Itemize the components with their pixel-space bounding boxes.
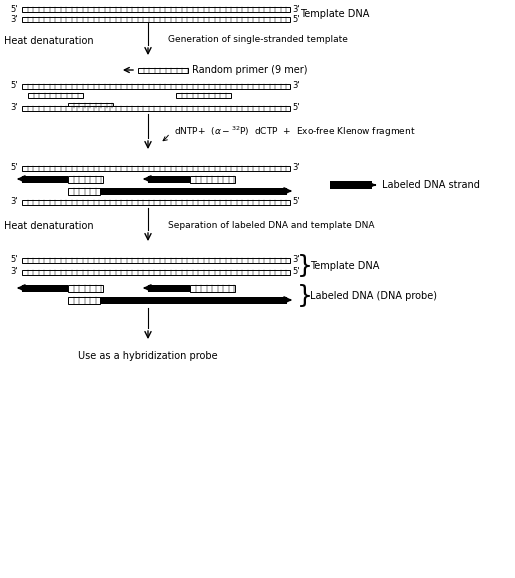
Bar [100, 187, 287, 195]
Bar [100, 297, 287, 303]
Text: 5': 5' [10, 255, 18, 265]
Text: 5': 5' [292, 14, 300, 24]
Text: }: } [297, 254, 313, 278]
Bar [22, 176, 68, 183]
Text: 3': 3' [292, 255, 300, 265]
Bar [22, 165, 290, 171]
Bar [68, 176, 103, 183]
Text: Labeled DNA (DNA probe): Labeled DNA (DNA probe) [310, 291, 437, 301]
Text: 5': 5' [292, 268, 300, 276]
Text: 5': 5' [292, 103, 300, 113]
Bar [148, 284, 190, 291]
Bar [68, 102, 113, 108]
Text: Generation of single-stranded template: Generation of single-stranded template [168, 35, 348, 45]
Bar [190, 284, 235, 291]
Bar [138, 68, 188, 72]
Bar [190, 176, 235, 183]
Bar [22, 269, 290, 275]
Bar [68, 187, 100, 195]
Text: 3': 3' [10, 103, 18, 113]
Bar [22, 6, 290, 12]
Text: dNTP+  $(\alpha-^{32}$P$)$  dCTP  +  Exo-free Klenow fragment: dNTP+ $(\alpha-^{32}$P$)$ dCTP + Exo-fre… [174, 125, 416, 139]
Text: 3': 3' [10, 198, 18, 206]
Text: 5': 5' [10, 81, 18, 91]
Text: }: } [297, 284, 313, 308]
Text: Heat denaturation: Heat denaturation [4, 221, 94, 231]
Text: Heat denaturation: Heat denaturation [4, 36, 94, 46]
Text: 5': 5' [292, 198, 300, 206]
Bar [22, 284, 68, 291]
Text: 5': 5' [10, 164, 18, 172]
Text: 3': 3' [292, 5, 300, 13]
Text: 5': 5' [10, 5, 18, 13]
Bar [22, 258, 290, 262]
Text: 3': 3' [10, 14, 18, 24]
Text: Separation of labeled DNA and template DNA: Separation of labeled DNA and template D… [168, 220, 374, 229]
Bar [176, 92, 231, 98]
Bar [330, 181, 372, 189]
Bar [28, 92, 83, 98]
Bar [22, 106, 290, 110]
Bar [22, 83, 290, 88]
Bar [68, 284, 103, 291]
Text: 3': 3' [292, 164, 300, 172]
Text: Use as a hybridization probe: Use as a hybridization probe [78, 351, 218, 361]
Bar [22, 199, 290, 205]
Text: Template DNA: Template DNA [310, 261, 380, 271]
Text: 3': 3' [292, 81, 300, 91]
Text: Template DNA: Template DNA [300, 9, 369, 19]
Bar [22, 17, 290, 21]
Text: 3': 3' [10, 268, 18, 276]
Bar [68, 297, 100, 303]
Bar [148, 176, 190, 183]
Text: Labeled DNA strand: Labeled DNA strand [382, 180, 480, 190]
Text: Random primer (9 mer): Random primer (9 mer) [192, 65, 307, 75]
